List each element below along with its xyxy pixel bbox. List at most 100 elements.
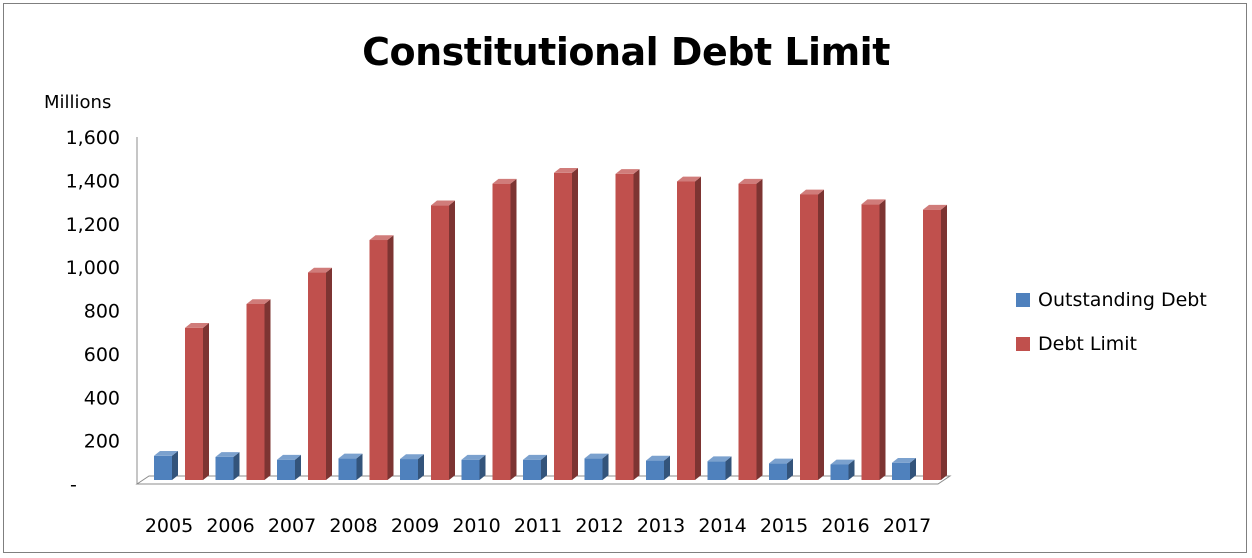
bar-front bbox=[707, 461, 726, 480]
bar-top bbox=[615, 169, 640, 174]
bar-debt-limit-2016 bbox=[861, 199, 886, 480]
bar-side bbox=[695, 176, 701, 481]
bar-outstanding-debt-2006 bbox=[215, 452, 240, 480]
bar-top bbox=[277, 454, 301, 460]
bar-top bbox=[677, 176, 701, 182]
bar-top bbox=[308, 267, 332, 273]
bar-front bbox=[185, 327, 203, 480]
x-tick-label: 2015 bbox=[760, 515, 808, 537]
bar-debt-limit-2011 bbox=[554, 167, 578, 481]
bar-outstanding-debt-2011 bbox=[523, 454, 547, 480]
y-tick-label: - bbox=[70, 474, 77, 496]
bar-front bbox=[646, 460, 664, 480]
bar-side bbox=[910, 457, 916, 480]
bar-side bbox=[633, 169, 640, 480]
bar-front bbox=[369, 240, 388, 480]
bar-debt-limit-2012 bbox=[615, 169, 640, 480]
y-tick-labels: -200 400 600 800 1,000 1,200 1,400 1,600 bbox=[66, 127, 120, 496]
bar-front bbox=[584, 458, 603, 480]
bar-side bbox=[326, 267, 332, 480]
bar-side bbox=[572, 167, 578, 480]
bar-debt-limit-2005 bbox=[185, 323, 209, 480]
x-tick-label: 2014 bbox=[698, 515, 746, 537]
bar-top bbox=[154, 451, 178, 456]
x-tick-label: 2012 bbox=[575, 515, 623, 537]
bar-debt-limit-2013 bbox=[677, 176, 701, 481]
bar-top bbox=[492, 178, 517, 184]
bar-side bbox=[264, 299, 271, 480]
bar-outstanding-debt-2013 bbox=[646, 455, 670, 480]
legend-label: Outstanding Debt bbox=[1038, 289, 1207, 311]
y-tick-label: 200 bbox=[84, 431, 120, 453]
bar-side bbox=[356, 453, 363, 480]
bar-outstanding-debt-2015 bbox=[769, 458, 793, 480]
bar-side bbox=[879, 199, 886, 480]
bar-side bbox=[941, 204, 947, 480]
bar-front bbox=[738, 183, 757, 481]
bar-front bbox=[554, 172, 572, 481]
bar-debt-limit-2014 bbox=[738, 178, 763, 481]
bar-top bbox=[523, 454, 547, 460]
bar-front bbox=[338, 458, 357, 480]
bar-debt-limit-2010 bbox=[492, 178, 517, 481]
bar-side bbox=[818, 189, 824, 480]
bar-side bbox=[172, 451, 178, 480]
bar-top bbox=[923, 204, 947, 210]
x-tick-label: 2008 bbox=[329, 515, 377, 537]
bar-side bbox=[541, 454, 547, 480]
bar-outstanding-debt-2016 bbox=[830, 459, 855, 480]
bar-side bbox=[387, 235, 394, 480]
legend-swatch-debt-limit bbox=[1016, 337, 1030, 351]
bar-side bbox=[203, 323, 209, 480]
bar-front bbox=[277, 459, 295, 480]
y-tick-label: 1,000 bbox=[66, 257, 120, 279]
bar-debt-limit-2007 bbox=[308, 267, 332, 480]
bar-side bbox=[848, 459, 855, 480]
bar-front bbox=[769, 463, 787, 480]
bar-front bbox=[523, 459, 541, 480]
bar-side bbox=[418, 454, 424, 480]
x-tick-label: 2007 bbox=[268, 515, 316, 537]
bar-side bbox=[602, 453, 609, 480]
bar-debt-limit-2006 bbox=[246, 299, 271, 480]
legend-item-outstanding-debt: Outstanding Debt bbox=[1016, 287, 1207, 313]
y-tick-label: 800 bbox=[84, 301, 120, 323]
bar-side bbox=[787, 458, 793, 480]
bar-top bbox=[400, 454, 424, 460]
bar-front bbox=[492, 183, 511, 481]
bar-top bbox=[215, 452, 240, 457]
bar-side bbox=[233, 452, 240, 480]
bars bbox=[154, 167, 947, 481]
bar-debt-limit-2017 bbox=[923, 204, 947, 480]
bar-debt-limit-2009 bbox=[431, 200, 455, 481]
bar-top bbox=[185, 323, 209, 328]
bar-front bbox=[615, 173, 634, 480]
legend-swatch-outstanding-debt bbox=[1016, 293, 1030, 307]
bar-front bbox=[461, 459, 480, 480]
bar-side bbox=[510, 178, 517, 480]
bar-top bbox=[738, 178, 763, 184]
bar-side bbox=[295, 454, 301, 480]
bar-top bbox=[369, 235, 394, 241]
bar-top bbox=[830, 459, 855, 465]
bar-top bbox=[646, 455, 670, 461]
bar-side bbox=[756, 178, 763, 480]
bar-outstanding-debt-2007 bbox=[277, 454, 301, 480]
bar-debt-limit-2015 bbox=[800, 189, 824, 481]
bar-outstanding-debt-2017 bbox=[892, 457, 916, 480]
x-tick-label: 2009 bbox=[391, 515, 439, 537]
x-tick-label: 2013 bbox=[637, 515, 685, 537]
x-tick-label: 2005 bbox=[145, 515, 193, 537]
bar-top bbox=[800, 189, 824, 195]
bar-outstanding-debt-2008 bbox=[338, 453, 363, 480]
bar-front bbox=[892, 462, 910, 480]
chart-title: Constitutional Debt Limit bbox=[362, 30, 890, 74]
bar-debt-limit-2008 bbox=[369, 235, 394, 480]
bar-outstanding-debt-2014 bbox=[707, 456, 732, 480]
bar-front bbox=[830, 464, 849, 480]
y-tick-label: 1,400 bbox=[66, 170, 120, 192]
y-tick-label: 1,200 bbox=[66, 214, 120, 236]
x-tick-labels: 2005 2006 2007 2008 2009 2010 2011 2012 2013 2014… bbox=[145, 515, 931, 537]
bar-outstanding-debt-2009 bbox=[400, 454, 424, 480]
